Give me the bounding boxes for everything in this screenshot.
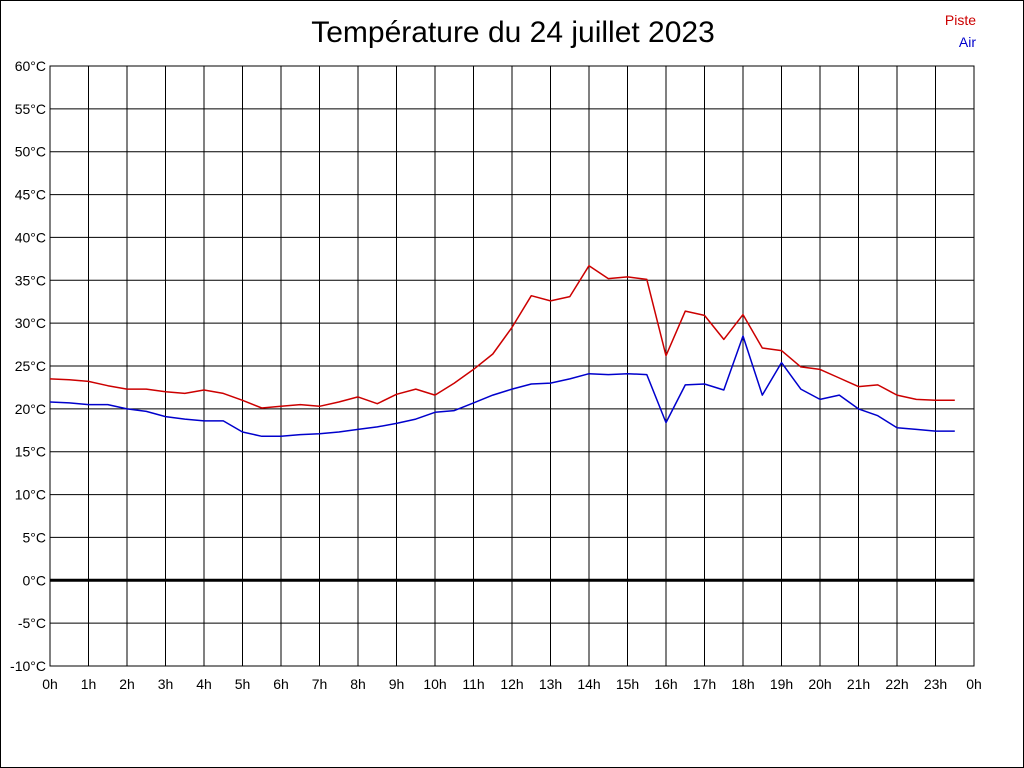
x-tick-label: 3h [158,676,174,692]
x-tick-label: 2h [119,676,135,692]
y-tick-label: 20°C [15,401,46,417]
x-tick-label: 9h [389,676,405,692]
y-tick-label: 10°C [15,487,46,503]
x-tick-label: 10h [423,676,446,692]
y-tick-label: 25°C [15,358,46,374]
x-tick-label: 16h [654,676,677,692]
x-tick-label: 17h [693,676,716,692]
x-tick-label: 11h [462,676,484,692]
y-tick-label: 0°C [23,572,47,588]
x-tick-label: 22h [885,676,908,692]
x-tick-label: 15h [616,676,639,692]
x-tick-label: 1h [81,676,97,692]
y-tick-label: -5°C [18,615,46,631]
x-tick-label: 14h [577,676,600,692]
x-tick-label: 7h [312,676,328,692]
y-tick-label: 50°C [15,144,46,160]
y-tick-label: -10°C [10,658,46,674]
x-tick-label: 0h [966,676,982,692]
legend-entry-piste: Piste [944,12,976,28]
y-tick-label: 5°C [23,529,47,545]
x-tick-label: 19h [770,676,793,692]
series-line-air [49,335,955,438]
y-tick-label: 15°C [15,444,46,460]
x-tick-label: 0h [42,676,58,692]
series-line-piste [49,264,955,409]
legend-entry-air: Air [958,34,976,50]
x-tick-label: 8h [350,676,366,692]
x-tick-label: 18h [731,676,754,692]
x-tick-label: 5h [235,676,251,692]
chart-title: Température du 24 juillet 2023 [311,16,715,49]
x-tick-label: 21h [847,676,870,692]
x-tick-label: 4h [196,676,212,692]
x-tick-label: 23h [924,676,947,692]
y-tick-label: 30°C [15,315,46,331]
x-tick-label: 6h [273,676,289,692]
x-tick-label: 13h [539,676,562,692]
x-tick-label: 12h [500,676,523,692]
y-tick-label: 40°C [15,229,46,245]
y-tick-label: 35°C [15,272,46,288]
y-tick-label: 60°C [15,58,46,74]
x-tick-label: 20h [808,676,831,692]
y-tick-label: 45°C [15,187,46,203]
y-tick-label: 55°C [15,101,46,117]
